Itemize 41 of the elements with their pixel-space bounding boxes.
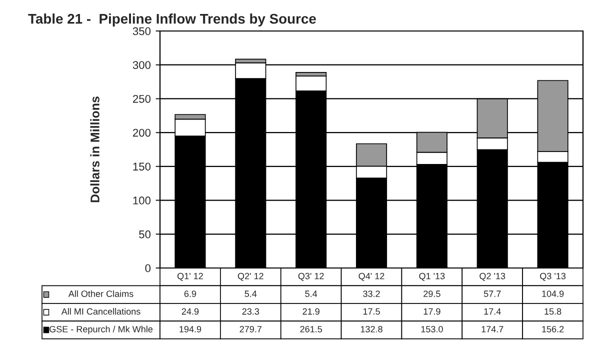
x-tick-label: Q1' 12 — [177, 272, 203, 281]
data-label: 279.7 — [240, 326, 262, 332]
y-tick-label: 50 — [139, 230, 151, 238]
data-label: 57.7 — [484, 290, 501, 297]
data-label: 17.5 — [363, 308, 380, 315]
x-tick-label: Q2 '13 — [480, 272, 506, 281]
data-label: 6.9 — [184, 290, 196, 297]
y-tick-label: 300 — [132, 61, 151, 69]
data-label: 194.9 — [180, 326, 202, 332]
y-tick-label: 100 — [133, 196, 151, 204]
legend-label: All Other Claims — [68, 290, 134, 297]
data-label: 21.9 — [302, 308, 320, 315]
data-label: 24.9 — [182, 308, 199, 315]
data-label: 261.5 — [300, 326, 322, 332]
y-axis-title: Dollars in Millions — [90, 96, 100, 202]
data-label: 29.5 — [424, 290, 440, 297]
data-label: 5.4 — [244, 290, 257, 297]
y-tick-label: 250 — [132, 94, 151, 103]
x-tick-label: Q3 '13 — [540, 272, 566, 281]
y-tick-label: 350 — [132, 27, 151, 36]
data-label: 153.0 — [421, 326, 443, 332]
data-label: 156.2 — [542, 326, 564, 332]
y-tick-label: 150 — [133, 162, 151, 171]
data-label: 17.9 — [424, 308, 440, 315]
y-tick-label: 200 — [132, 128, 151, 137]
data-label: 5.4 — [305, 290, 318, 297]
data-label: 104.9 — [542, 290, 564, 297]
x-tick-label: Q2' 12 — [238, 272, 264, 281]
data-label: 174.7 — [482, 326, 504, 332]
x-tick-label: Q3' 12 — [298, 272, 324, 281]
legend-label: All MI Cancellations — [61, 308, 140, 315]
x-tick-label: Q4' 12 — [358, 272, 384, 281]
data-label: 132.8 — [360, 326, 382, 332]
y-tick-label: 0 — [145, 264, 151, 272]
data-label: 23.3 — [242, 308, 260, 315]
legend-label: GSE - Repurch / Mk Whle — [50, 326, 153, 334]
data-label: 15.8 — [544, 308, 562, 315]
x-tick-label: Q1 '13 — [419, 272, 445, 281]
chart-title: Table 21 - Pipeline Inflow Trends by Source — [28, 14, 316, 26]
data-label: 33.2 — [363, 290, 380, 297]
data-label: 17.4 — [484, 308, 501, 315]
